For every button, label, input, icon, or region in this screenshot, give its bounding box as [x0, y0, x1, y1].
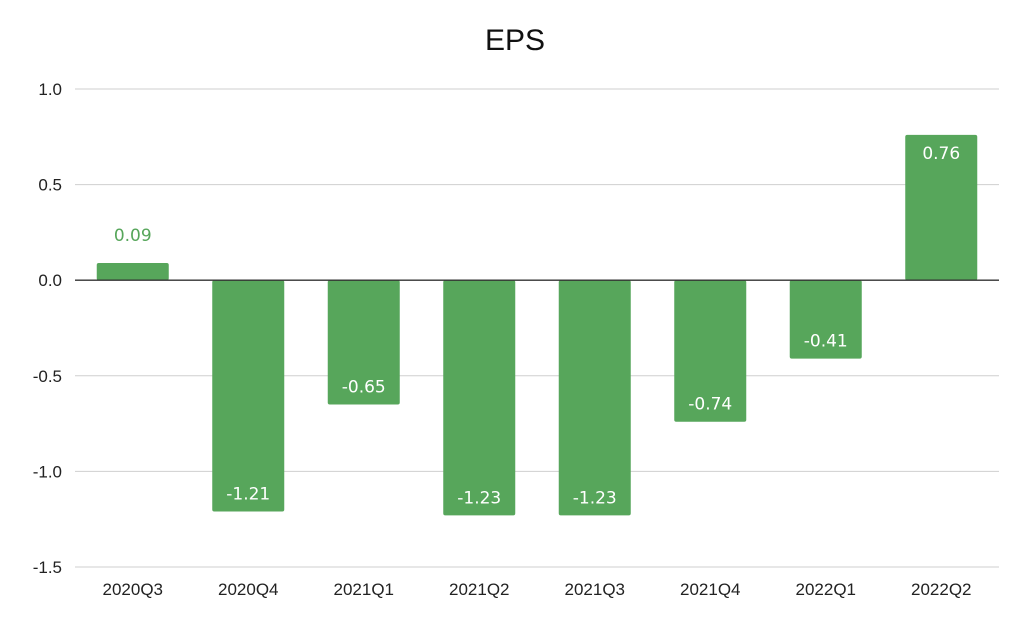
bar-2022Q2 [905, 134, 978, 281]
x-axis-tick-labels: 2020Q3 2020Q4 2021Q1 2021Q2 2021Q3 2021Q4 2022… [103, 580, 972, 599]
x-tick-label: 2022Q2 [911, 580, 972, 599]
y-tick-label: 0.5 [38, 176, 62, 195]
data-label: -0.65 [342, 377, 386, 397]
x-tick-label: 2021Q4 [680, 580, 741, 599]
bar-2022Q1 [789, 280, 862, 359]
data-label: 0.09 [114, 226, 152, 246]
data-label: -0.41 [804, 332, 848, 352]
y-tick-label: 1.0 [38, 80, 62, 99]
bar-2021Q4 [674, 280, 747, 422]
y-tick-label: -0.5 [33, 367, 62, 386]
x-tick-label: 2020Q4 [218, 580, 279, 599]
bar-2021Q1 [327, 280, 400, 405]
bar-2020Q4 [212, 280, 285, 512]
bar-2020Q3 [96, 262, 169, 281]
y-tick-label: -1.5 [33, 558, 62, 577]
data-label: -1.23 [457, 488, 501, 508]
x-tick-label: 2020Q3 [103, 580, 164, 599]
data-label: 0.76 [922, 144, 960, 164]
bar-2021Q2 [443, 280, 516, 516]
y-tick-label: -1.0 [33, 462, 62, 481]
y-axis-tick-labels: 1.0 0.5 0.0 -0.5 -1.0 -1.5 [33, 80, 62, 577]
data-label: -0.74 [688, 395, 732, 415]
chart-title: EPS [485, 24, 545, 57]
x-tick-label: 2022Q1 [796, 580, 857, 599]
data-label: -1.23 [573, 488, 617, 508]
x-tick-label: 2021Q1 [334, 580, 395, 599]
data-label: -1.21 [226, 485, 270, 505]
data-labels: 0.09 -1.21 -0.65 -1.23 -1.23 -0.74 -0.41 0.76 [114, 144, 960, 508]
bars [96, 134, 978, 516]
x-tick-label: 2021Q3 [565, 580, 626, 599]
y-tick-label: 0.0 [38, 271, 62, 290]
bar-2021Q3 [558, 280, 631, 516]
x-tick-label: 2021Q2 [449, 580, 510, 599]
